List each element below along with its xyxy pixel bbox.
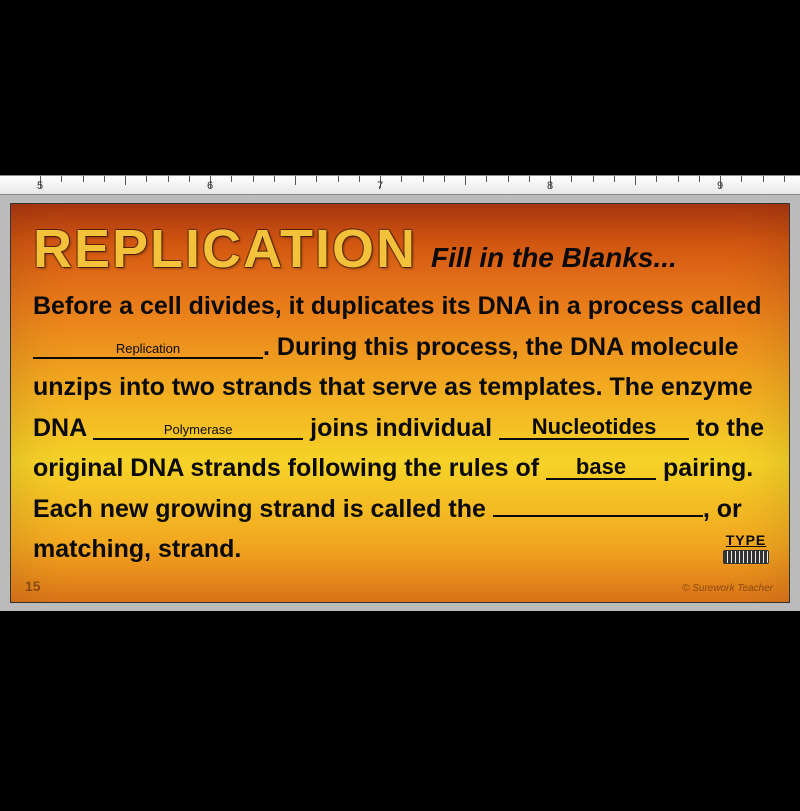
ruler: 5 6 7 8 9 — [0, 175, 800, 195]
slide-subtitle: Fill in the Blanks... — [431, 242, 677, 274]
title-row: REPLICATION Fill in the Blanks... — [33, 218, 767, 280]
blank-matching[interactable] — [493, 493, 703, 517]
slide-wrap: REPLICATION Fill in the Blanks... Before… — [0, 195, 800, 611]
top-black-bar — [0, 0, 800, 175]
blank-nucleotides[interactable]: Nucleotides — [499, 416, 689, 440]
ruler-number: 5 — [37, 180, 43, 192]
credit: © Surework Teacher — [682, 583, 773, 594]
ruler-number: 7 — [377, 180, 383, 192]
keyboard-icon — [723, 550, 769, 564]
slide-title: REPLICATION — [33, 218, 417, 280]
ruler-number: 9 — [717, 180, 723, 192]
blank-base[interactable]: base — [546, 456, 656, 480]
bottom-black-bar — [0, 611, 800, 811]
blank-replication[interactable]: Replication — [33, 335, 263, 359]
type-label: TYPE — [723, 532, 769, 548]
answer-polymerase: Polymerase — [164, 422, 233, 437]
ruler-number: 8 — [547, 180, 553, 192]
seg3: joins individual — [303, 414, 499, 442]
blank-polymerase[interactable]: Polymerase — [93, 416, 303, 440]
ruler-number: 6 — [207, 180, 213, 192]
seg1: Before a cell divides, it duplicates its… — [33, 292, 762, 320]
body-text: Before a cell divides, it duplicates its… — [33, 286, 767, 570]
answer-replication: Replication — [116, 341, 180, 356]
type-badge[interactable]: TYPE — [723, 532, 769, 564]
answer-base: base — [576, 454, 626, 479]
slide: REPLICATION Fill in the Blanks... Before… — [10, 203, 790, 603]
answer-nucleotides: Nucleotides — [532, 414, 657, 439]
page-number: 15 — [25, 578, 41, 594]
